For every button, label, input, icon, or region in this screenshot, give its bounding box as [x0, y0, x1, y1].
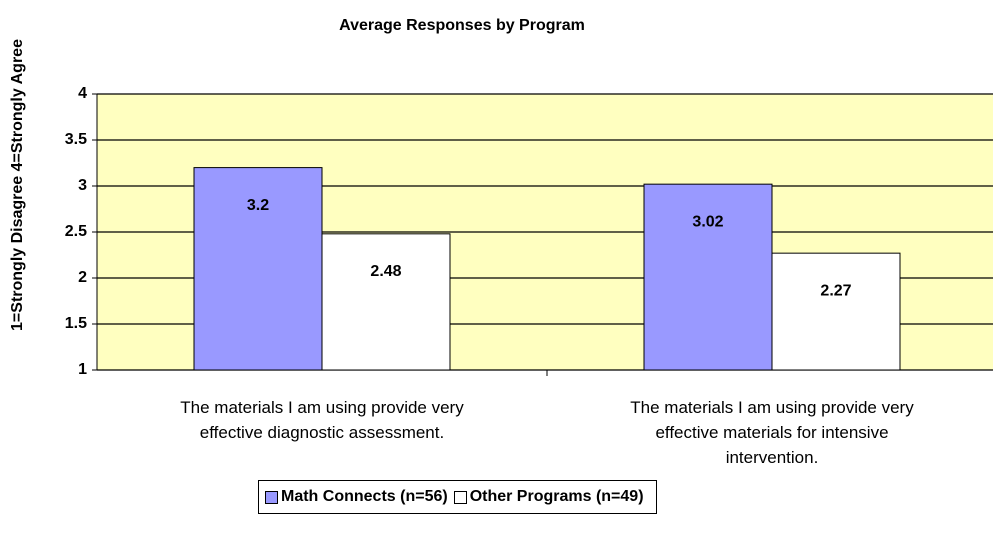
bar [643, 183, 773, 371]
x-tick-label: The materials I am using provide very ef… [630, 398, 914, 467]
y-axis-label: 1=Strongly Disagree 4=Strongly Agree [9, 39, 26, 331]
bar [321, 233, 451, 371]
y-tick-label: 1 [78, 361, 87, 378]
y-tick-label: 2 [78, 269, 87, 286]
data-label: 3.2 [247, 197, 269, 214]
bar [193, 167, 323, 371]
legend: Math Connects (n=56) Other Programs (n=49… [258, 480, 657, 514]
data-label: 2.27 [820, 282, 851, 299]
legend-item: Math Connects (n=56) [265, 488, 448, 506]
chart-title: Average Responses by Program [339, 17, 585, 34]
y-tick-label: 2.5 [65, 223, 87, 240]
legend-label: Other Programs (n=49) [469, 488, 644, 505]
data-label: 3.02 [692, 213, 723, 230]
legend-label: Math Connects (n=56) [281, 488, 448, 505]
bar [771, 252, 901, 371]
x-tick-label: The materials I am using provide very ef… [180, 398, 464, 442]
y-tick-label: 4 [78, 85, 87, 102]
legend-item: Other Programs (n=49) [453, 488, 644, 506]
legend-swatch [453, 490, 467, 504]
y-tick-label: 3.5 [65, 131, 87, 148]
y-tick-label: 3 [78, 177, 87, 194]
data-label: 2.48 [370, 263, 401, 280]
legend-swatch [265, 490, 278, 504]
y-tick-label: 1.5 [65, 315, 87, 332]
